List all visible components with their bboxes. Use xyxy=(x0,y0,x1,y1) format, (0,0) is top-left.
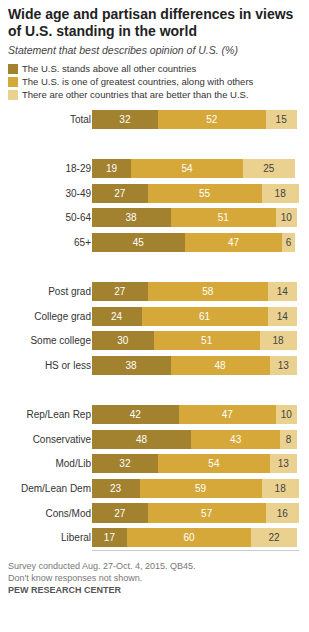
svg-text:Conservative: Conservative xyxy=(33,434,92,445)
svg-text:18: 18 xyxy=(273,335,285,346)
svg-text:19: 19 xyxy=(106,163,118,174)
svg-text:13: 13 xyxy=(278,360,290,371)
svg-text:Liberal: Liberal xyxy=(61,532,91,543)
svg-text:15: 15 xyxy=(276,114,288,125)
svg-text:60: 60 xyxy=(184,532,196,543)
svg-text:38: 38 xyxy=(126,360,138,371)
svg-text:27: 27 xyxy=(114,508,126,519)
svg-text:65+: 65+ xyxy=(74,237,91,248)
svg-text:57: 57 xyxy=(201,508,213,519)
svg-text:58: 58 xyxy=(202,286,214,297)
html-text:Wide age and partisan differen: Wide age and partisan differences in vie… xyxy=(8,6,294,39)
svg-text:Mod/Lib: Mod/Lib xyxy=(55,458,91,469)
svg-text:50-64: 50-64 xyxy=(65,212,91,223)
svg-text:27: 27 xyxy=(114,286,126,297)
svg-text:30-49: 30-49 xyxy=(65,188,91,199)
svg-text:55: 55 xyxy=(199,188,211,199)
svg-text:51: 51 xyxy=(218,212,230,223)
svg-text:HS or less: HS or less xyxy=(45,360,91,371)
svg-text:18-29: 18-29 xyxy=(65,163,91,174)
svg-text:18: 18 xyxy=(275,483,287,494)
svg-text:Dem/Lean Dem: Dem/Lean Dem xyxy=(21,483,91,494)
svg-text:22: 22 xyxy=(268,532,280,543)
svg-text:32: 32 xyxy=(119,114,131,125)
html-text:Statement that best describes: Statement that best describes opinion of… xyxy=(8,44,238,56)
svg-text:25: 25 xyxy=(263,163,275,174)
svg-text:43: 43 xyxy=(230,434,242,445)
svg-text:61: 61 xyxy=(199,311,211,322)
svg-text:54: 54 xyxy=(181,163,193,174)
svg-text:27: 27 xyxy=(114,188,126,199)
html-text:Don't know responses not shown: Don't know responses not shown. xyxy=(8,573,143,583)
svg-text:8: 8 xyxy=(286,434,292,445)
svg-text:47: 47 xyxy=(228,237,240,248)
svg-text:23: 23 xyxy=(110,483,122,494)
html-text:Survey conducted Aug. 27-Oct.: Survey conducted Aug. 27-Oct. 4, 2015. Q… xyxy=(8,561,196,571)
svg-text:38: 38 xyxy=(126,212,138,223)
svg-text:32: 32 xyxy=(119,458,131,469)
svg-text:College grad: College grad xyxy=(34,311,91,322)
svg-text:Post grad: Post grad xyxy=(48,286,91,297)
svg-text:10: 10 xyxy=(281,409,293,420)
svg-text:45: 45 xyxy=(133,237,145,248)
svg-text:24: 24 xyxy=(111,311,123,322)
svg-text:6: 6 xyxy=(286,237,292,248)
svg-text:18: 18 xyxy=(275,188,287,199)
html-text:The U.S. is one of greatest co: The U.S. is one of greatest countries, a… xyxy=(22,76,254,87)
svg-text:10: 10 xyxy=(281,212,293,223)
svg-text:14: 14 xyxy=(277,311,289,322)
svg-text:48: 48 xyxy=(215,360,227,371)
svg-text:Cons/Mod: Cons/Mod xyxy=(45,508,91,519)
svg-text:52: 52 xyxy=(206,114,218,125)
svg-text:48: 48 xyxy=(136,434,148,445)
svg-text:47: 47 xyxy=(222,409,234,420)
svg-text:Some college: Some college xyxy=(30,335,91,346)
svg-text:59: 59 xyxy=(195,483,207,494)
svg-text:13: 13 xyxy=(278,458,290,469)
svg-text:30: 30 xyxy=(117,335,129,346)
svg-text:16: 16 xyxy=(277,508,289,519)
html-text:There are other countries that: There are other countries that are bette… xyxy=(22,89,249,100)
svg-text:51: 51 xyxy=(201,335,213,346)
html-text:The U.S. stands above all othe: The U.S. stands above all other countrie… xyxy=(22,63,197,74)
svg-text:14: 14 xyxy=(277,286,289,297)
svg-text:54: 54 xyxy=(208,458,220,469)
svg-text:Total: Total xyxy=(70,114,91,125)
svg-text:17: 17 xyxy=(104,532,116,543)
html-text:PEW RESEARCH CENTER: PEW RESEARCH CENTER xyxy=(8,585,121,595)
svg-text:42: 42 xyxy=(130,409,142,420)
svg-text:Rep/Lean Rep: Rep/Lean Rep xyxy=(27,409,92,420)
